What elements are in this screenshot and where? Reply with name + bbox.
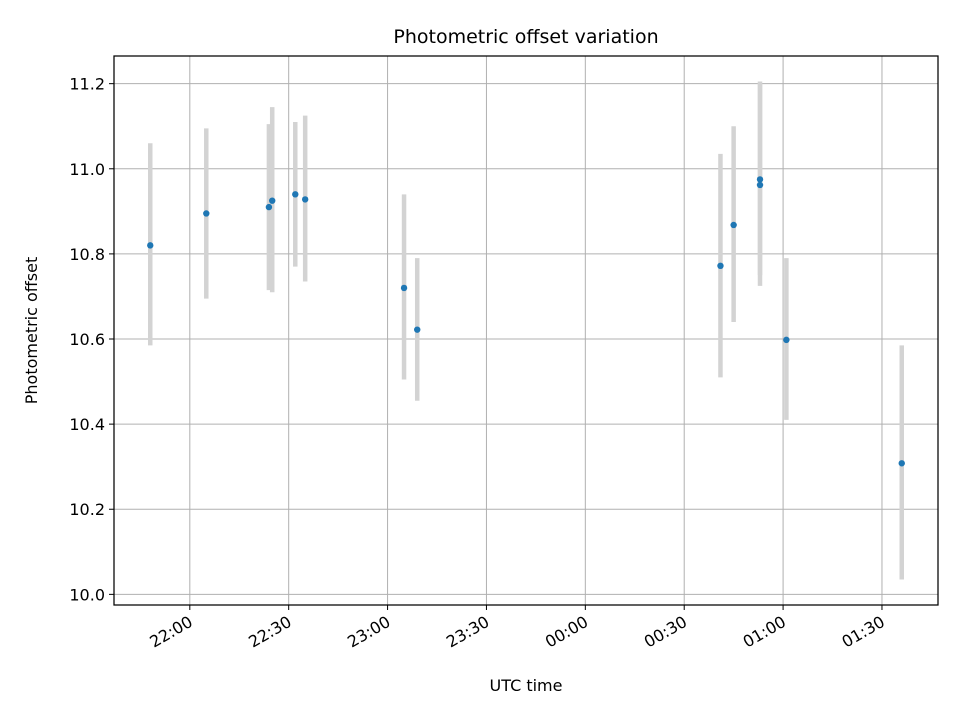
chart-title: Photometric offset variation	[393, 26, 658, 48]
y-tick-label: 11.0	[69, 160, 105, 179]
y-tick-label: 10.8	[69, 245, 105, 264]
y-tick-label: 10.2	[69, 500, 105, 519]
x-tick-label: 22:00	[146, 612, 195, 652]
data-point	[269, 197, 276, 204]
x-tick-label: 00:00	[542, 612, 591, 652]
x-tick-label: 22:30	[245, 612, 294, 652]
data-point	[756, 181, 764, 189]
data-point	[756, 176, 764, 183]
x-axis-ticks: 22:00 22:30 23:00 23:30 00:00 00:30 01:00 01:30	[146, 605, 888, 652]
grid	[114, 56, 938, 605]
x-tick-label: 23:30	[443, 612, 492, 652]
errorbars	[148, 81, 904, 580]
data-points	[147, 176, 905, 467]
y-tick-label: 10.4	[69, 415, 105, 434]
data-point	[301, 196, 309, 203]
data-point	[730, 221, 737, 229]
data-point	[292, 191, 299, 198]
plot-area-frame	[113, 55, 939, 606]
data-point	[414, 326, 421, 333]
x-tick-label: 01:00	[740, 612, 789, 652]
data-point	[147, 242, 154, 249]
x-tick-label: 00:30	[641, 612, 690, 652]
data-point	[783, 336, 790, 344]
data-point	[898, 460, 905, 467]
x-tick-label: 23:00	[344, 612, 393, 652]
y-axis-label: Photometric offset	[22, 257, 41, 405]
x-axis-label: UTC time	[490, 676, 563, 695]
data-point	[265, 203, 273, 211]
data-point	[400, 284, 408, 292]
y-tick-label: 10.0	[69, 585, 105, 604]
data-point	[203, 210, 210, 217]
data-point	[717, 262, 724, 270]
y-tick-label: 11.2	[69, 75, 105, 94]
x-tick-label: 01:30	[839, 612, 888, 652]
y-axis-ticks: 10.0 10.2 10.4 10.6 10.8 11.0 11.2	[69, 75, 114, 604]
y-tick-label: 10.6	[69, 330, 105, 349]
